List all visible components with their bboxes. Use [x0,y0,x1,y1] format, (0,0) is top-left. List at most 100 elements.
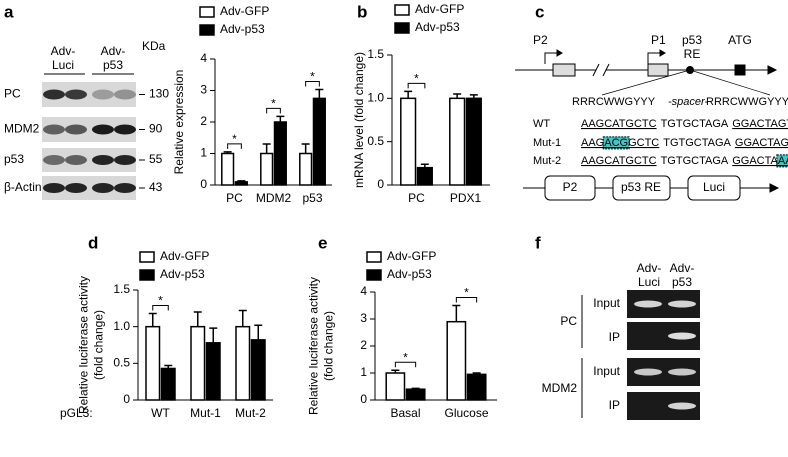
consensus: RRRCWWGYYY [572,96,656,108]
legend-swatch [366,269,382,281]
western-blot: PC 130 MDM2 90 p53 55 β-Actin 43 [4,82,169,200]
sequence-part: AAG [581,137,604,149]
significance-star: * [232,132,237,146]
lane-label: Luci [52,58,74,72]
gene-label: PC [560,314,577,328]
significance-bracket [305,81,320,87]
error-bar [223,151,232,154]
y-axis-label: Relative expression [172,70,186,175]
sequence-part: GGACTA [732,155,778,167]
bar [416,166,433,186]
gel-band [668,402,696,410]
x-tick-label: Basal [390,406,420,420]
y-tick-label: 2 [200,114,207,128]
band [65,124,87,135]
bar [235,325,251,401]
sequence-part: AAA [778,155,788,167]
mutation-highlight [602,136,630,150]
y-tick-label: 3 [360,311,367,325]
band [114,124,136,135]
consensus: RRRCWWGYYY [706,96,788,108]
sequence-part: GGACTAGTCT [735,137,788,149]
y-tick-label: 4 [360,284,367,298]
bar [145,325,161,401]
y-tick-label: 0 [360,392,367,406]
error-bar [411,387,420,390]
significance-bracket [152,304,169,311]
lane-label: p53 [103,58,123,72]
y-axis-label: (fold change) [92,310,106,380]
lane-label: Adv- [51,44,76,58]
band [43,89,65,100]
error-bar [469,94,478,99]
map-label: P2 [533,33,548,47]
bar [234,181,248,186]
bar [446,320,467,401]
sequence: AAGACGGCTC TGTGCTAGA GGACTAGTCT [581,137,788,149]
sequence-part: GCTC [628,137,659,149]
legend-label: Adv-GFP [220,4,269,18]
error-bar [404,90,413,99]
band [65,183,87,193]
significance-star: * [158,294,163,308]
legend-label: Adv-p53 [220,22,265,36]
x-tick-label: PDX1 [450,191,482,205]
bar [449,97,466,186]
error-bar [262,143,271,154]
bar [400,97,417,186]
error-bar [420,163,429,168]
error-bar [254,324,263,340]
x-axis-label: pGL3: [60,406,93,420]
panel-label: b [357,2,367,21]
sequence-part: TGTGCTAGA [663,137,731,149]
band [114,155,136,165]
error-bar [209,327,218,343]
significance-bracket [266,107,281,114]
gel-band [668,368,696,376]
row-label: PC [4,87,21,101]
error-bar [301,143,310,154]
significance-star: * [464,286,469,300]
row-label: IP [609,330,620,344]
row-label: β-Actin [4,180,42,194]
construct-label: P2 [563,180,578,194]
band [43,124,65,135]
size-label: 130 [149,87,169,101]
x-tick-label: PC [226,191,243,205]
legend-swatch [394,22,410,34]
significance-star: * [403,350,408,364]
map-label: p53 [682,33,702,47]
error-bar [276,115,285,122]
panel-label: a [4,2,14,21]
y-axis-label: mRNA level (fold change) [352,52,366,188]
y-tick-label: 0 [200,177,207,191]
y-tick-label: 1 [360,365,367,379]
lane-label: Adv- [670,261,695,275]
bar [466,373,487,401]
panel-label: f [535,233,541,252]
legend-label: Adv-p53 [160,267,205,281]
construct-label: p53 RE [621,180,661,194]
y-axis-label: Relative luciferase activity [77,276,91,414]
error-bar [453,93,462,99]
legend-swatch [139,269,155,281]
y-tick-label: 1.0 [113,319,130,333]
legend-swatch [199,6,215,18]
panel-label: d [88,233,98,252]
sequence-part: TGTGCTAGA [661,155,729,167]
legend-swatch [366,251,382,263]
map-label: RE [684,47,701,61]
y-tick-label: 1 [200,146,207,160]
bar [385,372,406,401]
y-tick-label: 1.5 [367,47,384,61]
sequence-part: ACG [604,137,628,149]
chip-gel [627,290,700,420]
sequence-part: TGTGCTAGA [661,118,729,130]
sequence-part: AAGCATGCTC [581,118,657,130]
bar [221,152,235,186]
legend-label: Adv-GFP [415,2,464,16]
significance-star: * [414,72,419,86]
size-label: 55 [149,152,163,166]
y-tick-label: 0.5 [113,356,130,370]
significance-star: * [271,97,276,111]
